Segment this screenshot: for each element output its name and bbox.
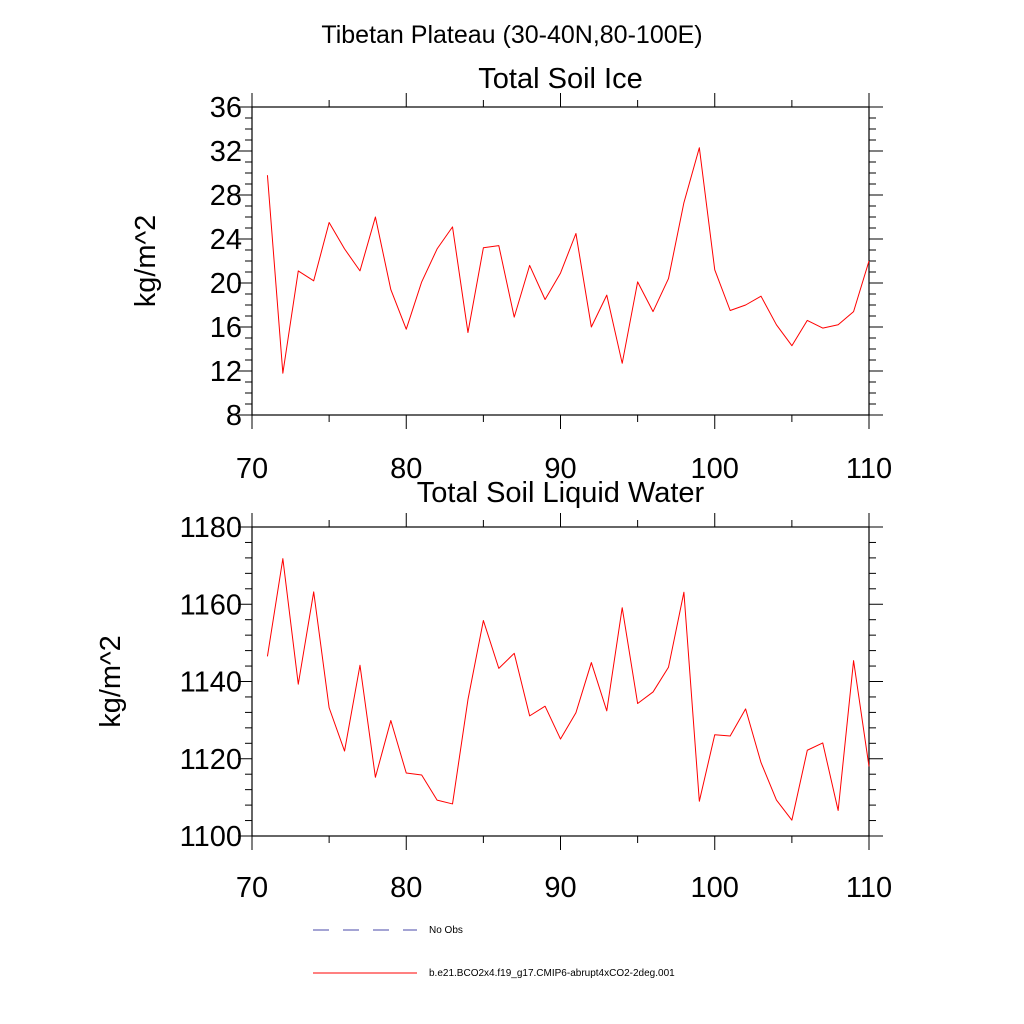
y-tick-label: 12: [210, 356, 242, 388]
x-tick-label: 70: [236, 872, 268, 904]
y-tick-label: 28: [210, 180, 242, 212]
series-line-model-run: [266, 558, 870, 821]
x-tick-label: 100: [691, 453, 739, 485]
y-tick-label: 32: [210, 136, 242, 168]
y-tick-label: 16: [210, 312, 242, 344]
x-tick-label: 80: [390, 872, 422, 904]
y-tick-label: 36: [210, 92, 242, 124]
x-tick-label: 100: [691, 872, 739, 904]
panel-total-soil-liquid-water: Total Soil Liquid Water kg/m^2 1100 1120 114…: [95, 477, 892, 904]
plot-frame: [251, 526, 870, 837]
x-tick-label: 110: [846, 872, 892, 904]
legend-label-no-obs: No Obs: [429, 925, 463, 936]
legend-label-model-run: b.e21.BCO2x4.f19_g17.CMIP6-abrupt4xCO2-2…: [429, 968, 675, 979]
y-tick-label: 20: [210, 268, 242, 300]
y-tick-label: 8: [226, 400, 242, 432]
panel-title: Total Soil Ice: [478, 63, 642, 95]
y-tick-label: 1140: [180, 667, 242, 699]
x-tick-label: 90: [544, 453, 576, 485]
y-tick-label: 1120: [180, 744, 242, 776]
y-tick-label: 1100: [180, 821, 242, 853]
legend: No Obs b.e21.BCO2x4.f19_g17.CMIP6-abrupt…: [313, 925, 675, 979]
x-tick-label: 70: [236, 453, 268, 485]
x-tick-label: 80: [390, 453, 422, 485]
y-tick-label: 24: [210, 224, 242, 256]
x-tick-label: 90: [544, 872, 576, 904]
panel-total-soil-ice: Total Soil Ice kg/m^2 8 12 16 20 24 28 32 36 70 80 9…: [130, 63, 892, 485]
x-tick-label: 110: [846, 453, 892, 485]
y-axis-label: kg/m^2: [95, 635, 127, 728]
y-tick-label: 1160: [180, 589, 242, 621]
y-tick-label: 1180: [180, 512, 242, 544]
panel-title: Total Soil Liquid Water: [417, 477, 705, 509]
series-line-model-run: [266, 147, 870, 374]
figure-title: Tibetan Plateau (30-40N,80-100E): [321, 21, 702, 49]
plot-frame: [251, 106, 870, 416]
y-axis-label: kg/m^2: [130, 215, 162, 308]
